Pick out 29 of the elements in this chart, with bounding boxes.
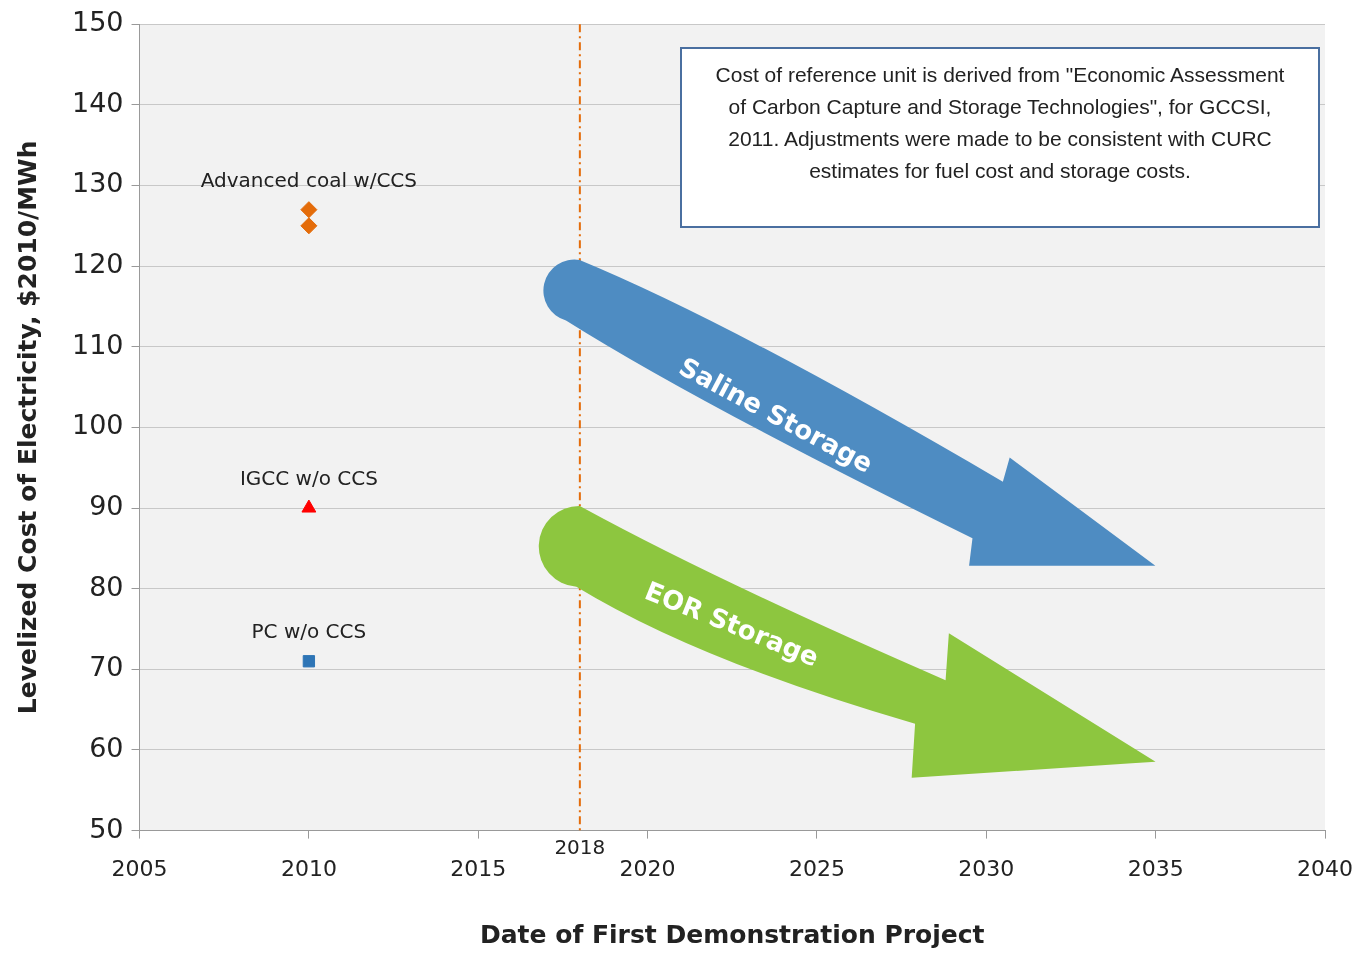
x-tick-label: 2015 bbox=[450, 855, 507, 881]
x-tick-label: 2005 bbox=[111, 855, 168, 881]
point bbox=[302, 655, 316, 668]
y-tick-label: 120 bbox=[71, 248, 124, 280]
x-tick-label: 2010 bbox=[280, 855, 337, 881]
y-tick-label: 70 bbox=[89, 651, 124, 683]
series-label: Advanced coal w/CCS bbox=[200, 167, 418, 192]
y-tick-label: 100 bbox=[71, 409, 124, 441]
point bbox=[300, 217, 318, 235]
y-tick-label: 90 bbox=[89, 490, 124, 522]
y-axis-title: Levelized Cost of Electricity, $2010/MWh bbox=[12, 140, 42, 715]
y-tick-label: 80 bbox=[89, 570, 124, 602]
y-tick-label: 110 bbox=[71, 328, 124, 360]
y-tick-label: 150 bbox=[71, 6, 124, 38]
ref-line-label: 2018 bbox=[554, 834, 606, 859]
y-tick-label: 130 bbox=[71, 167, 124, 199]
x-tick-label: 2035 bbox=[1127, 855, 1184, 881]
y-tick-label: 140 bbox=[71, 86, 124, 118]
y-tick-label: 50 bbox=[89, 812, 124, 844]
point bbox=[300, 201, 318, 219]
series-label: PC w/o CCS bbox=[251, 619, 367, 644]
x-tick-label: 2030 bbox=[958, 855, 1015, 881]
x-tick-label: 2025 bbox=[788, 855, 845, 881]
text-box: Cost of reference unit is derived from "Economic Assessment of Carbon Capture and Storage Technologies", for GCCSI, 2011. Adjustments were made to be consistent with CURC estimates for fuel cost and storage costs. bbox=[680, 47, 1320, 228]
x-tick-label: 2020 bbox=[619, 855, 676, 881]
y-tick-label: 60 bbox=[89, 731, 124, 763]
x-axis-title: Date of First Demonstration Project bbox=[479, 919, 985, 949]
x-tick-label: 2040 bbox=[1297, 855, 1354, 881]
series-label: IGCC w/o CCS bbox=[239, 466, 378, 491]
